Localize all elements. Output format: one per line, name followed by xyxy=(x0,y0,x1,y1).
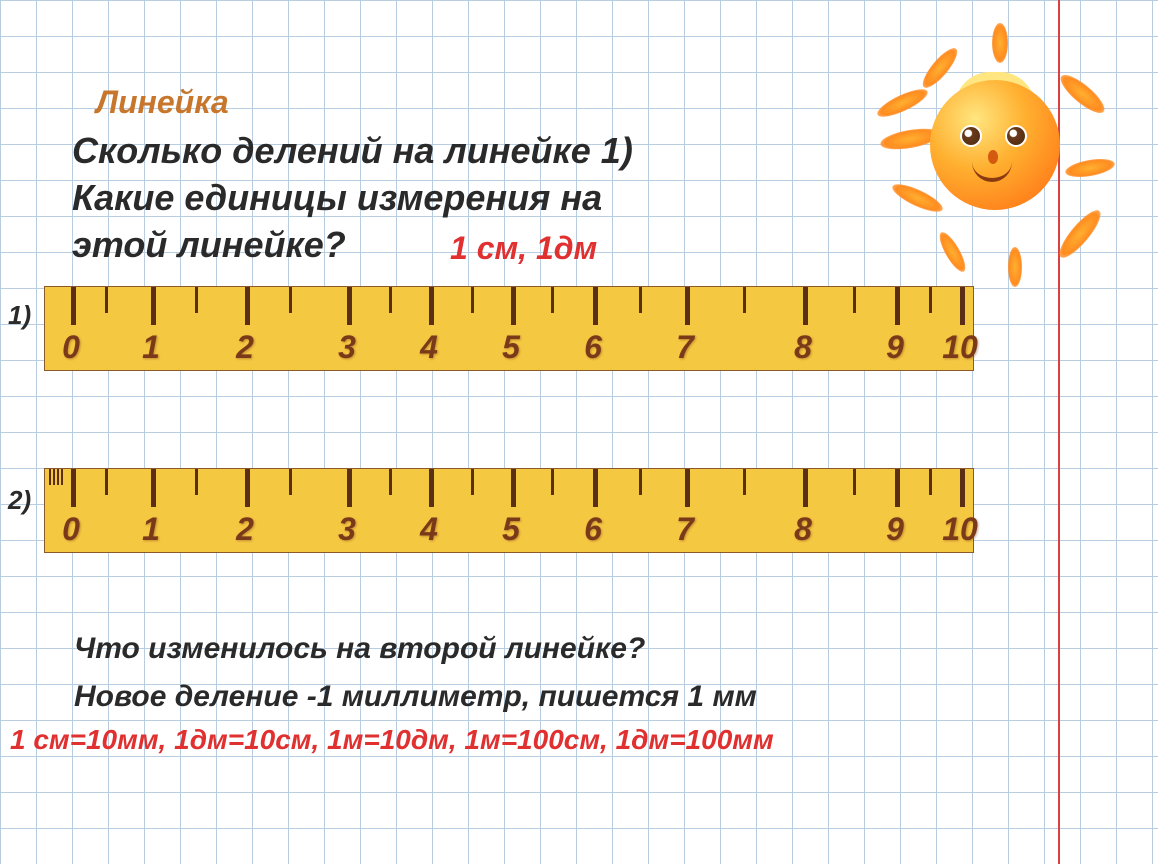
ruler-tick-major xyxy=(245,469,250,507)
mm-tick xyxy=(61,469,63,485)
ruler-number: 9 xyxy=(886,511,904,548)
ruler-tick-major xyxy=(71,287,76,325)
ruler-number: 4 xyxy=(420,329,438,366)
ruler-tick-minor xyxy=(639,287,642,313)
sun-illustration xyxy=(900,50,1100,280)
question2-text: Что изменилось на второй линейке? xyxy=(74,632,645,666)
ruler-tick-minor xyxy=(105,469,108,495)
ruler-number: 5 xyxy=(502,329,520,366)
ruler-tick-major xyxy=(245,287,250,325)
ruler-tick-minor xyxy=(639,469,642,495)
ruler-number: 2 xyxy=(236,511,254,548)
ruler-tick-minor xyxy=(551,469,554,495)
mm-marks xyxy=(49,469,65,485)
ruler-tick-major xyxy=(429,469,434,507)
ruler-tick-minor xyxy=(853,287,856,313)
sun-mouth xyxy=(972,162,1012,182)
ruler-number: 6 xyxy=(584,329,602,366)
ruler-tick-minor xyxy=(853,469,856,495)
ruler-tick-major xyxy=(429,287,434,325)
ruler2-label: 2) xyxy=(8,485,31,516)
ruler-number: 5 xyxy=(502,511,520,548)
ruler-tick-minor xyxy=(195,469,198,495)
ruler-number: 6 xyxy=(584,511,602,548)
ruler-tick-major xyxy=(71,469,76,507)
formulas-text: 1 см=10мм, 1дм=10см, 1м=10дм, 1м=100см, … xyxy=(10,724,774,756)
question-line2: Какие единицы измерения на xyxy=(72,175,633,222)
ruler-tick-major xyxy=(960,469,965,507)
sun-eye-left xyxy=(960,125,982,147)
sun-ray xyxy=(935,229,970,275)
sun-body xyxy=(930,80,1060,210)
ruler-tick-major xyxy=(347,469,352,507)
ruler-tick-minor xyxy=(289,469,292,495)
sun-ray xyxy=(1054,205,1106,263)
answer-text: 1 см, 1дм xyxy=(450,230,597,267)
ruler-tick-major xyxy=(347,287,352,325)
ruler-number: 8 xyxy=(794,511,812,548)
sun-ray xyxy=(992,23,1008,63)
mm-tick xyxy=(49,469,51,485)
ruler-tick-major xyxy=(685,287,690,325)
mm-tick xyxy=(53,469,55,485)
ruler-tick-major xyxy=(895,469,900,507)
mm-tick xyxy=(57,469,59,485)
ruler-tick-major xyxy=(803,287,808,325)
ruler-tick-major xyxy=(593,287,598,325)
ruler-number: 3 xyxy=(338,511,356,548)
question-line1: Сколько делений на линейке 1) xyxy=(72,128,633,175)
ruler-tick-major xyxy=(151,469,156,507)
ruler-tick-major xyxy=(511,287,516,325)
ruler-2: 012345678910 xyxy=(44,468,974,553)
ruler-tick-major xyxy=(151,287,156,325)
ruler-number: 8 xyxy=(794,329,812,366)
statement-text: Новое деление -1 миллиметр, пишется 1 мм xyxy=(74,680,757,714)
ruler-number: 0 xyxy=(62,511,80,548)
ruler-tick-minor xyxy=(389,287,392,313)
ruler-tick-minor xyxy=(929,287,932,313)
ruler-number: 4 xyxy=(420,511,438,548)
ruler-1: 012345678910 xyxy=(44,286,974,371)
ruler-tick-minor xyxy=(743,469,746,495)
title: Линейка xyxy=(96,84,229,121)
ruler-number: 2 xyxy=(236,329,254,366)
ruler-number: 1 xyxy=(142,329,160,366)
ruler-number: 1 xyxy=(142,511,160,548)
ruler-tick-minor xyxy=(389,469,392,495)
ruler-tick-minor xyxy=(471,287,474,313)
ruler-number: 3 xyxy=(338,329,356,366)
ruler-tick-minor xyxy=(929,469,932,495)
ruler-tick-major xyxy=(960,287,965,325)
ruler-tick-minor xyxy=(289,287,292,313)
ruler-tick-major xyxy=(685,469,690,507)
ruler-number: 7 xyxy=(676,329,694,366)
ruler-tick-major xyxy=(895,287,900,325)
ruler-tick-minor xyxy=(471,469,474,495)
ruler-tick-major xyxy=(803,469,808,507)
ruler-tick-minor xyxy=(743,287,746,313)
sun-ray xyxy=(1008,247,1022,287)
ruler-number: 9 xyxy=(886,329,904,366)
sun-ray xyxy=(918,44,962,93)
ruler-tick-major xyxy=(593,469,598,507)
ruler-tick-minor xyxy=(551,287,554,313)
ruler-number: 0 xyxy=(62,329,80,366)
ruler-number: 7 xyxy=(676,511,694,548)
ruler-tick-minor xyxy=(105,287,108,313)
ruler-number: 10 xyxy=(942,511,978,548)
ruler-number: 10 xyxy=(942,329,978,366)
ruler1-label: 1) xyxy=(8,300,31,331)
ruler-tick-minor xyxy=(195,287,198,313)
sun-eye-right xyxy=(1005,125,1027,147)
ruler-tick-major xyxy=(511,469,516,507)
